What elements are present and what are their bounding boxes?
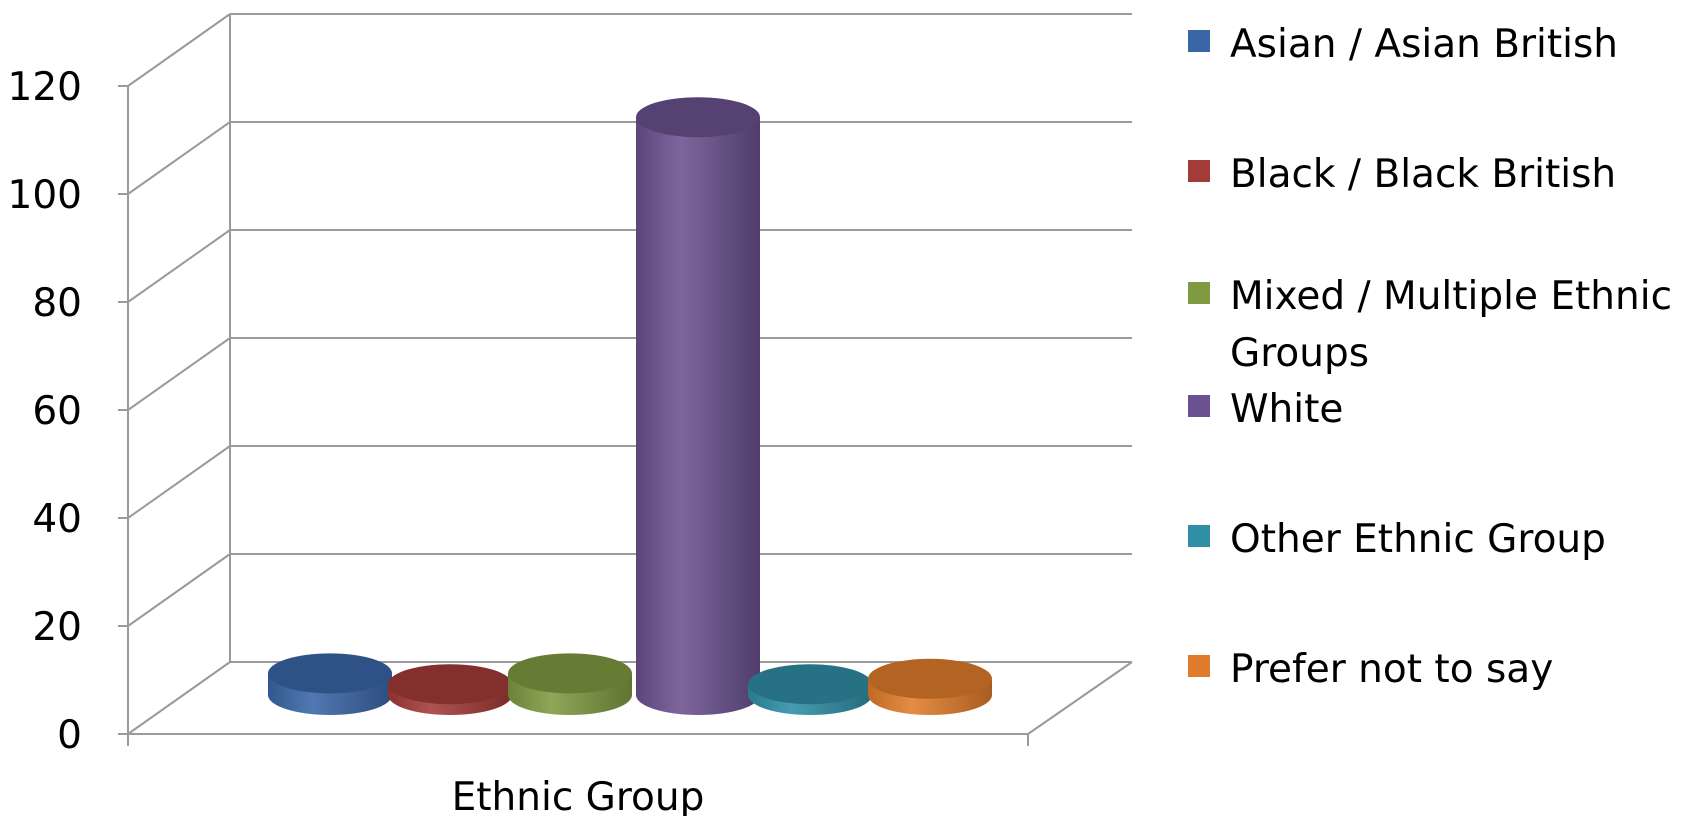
y-tick-label: 20 — [32, 605, 82, 650]
bar-series — [268, 97, 992, 715]
bar-top — [508, 653, 632, 694]
legend-swatch — [1188, 30, 1210, 52]
side-gridline — [127, 553, 231, 627]
side-gridline — [127, 337, 231, 411]
side-gridline — [127, 121, 231, 195]
bar-top — [268, 653, 392, 694]
bar-body — [636, 117, 760, 715]
bar-asian-asian-british — [268, 653, 392, 715]
bar-mixed-multiple-ethnic-groups — [508, 653, 632, 715]
legend-swatch — [1188, 525, 1210, 547]
x-axis-label: Ethnic Group — [452, 775, 705, 816]
legend-label: Other Ethnic Group — [1230, 517, 1606, 562]
legend-swatch — [1188, 282, 1210, 304]
bar-top — [748, 664, 872, 705]
y-tick-label: 40 — [32, 497, 82, 542]
legend-label: Prefer not to say — [1230, 647, 1554, 692]
y-tick-label: 60 — [32, 389, 82, 434]
bar-black-black-british — [388, 664, 512, 715]
y-tick-label: 0 — [57, 713, 82, 758]
y-tick-label: 80 — [32, 281, 82, 326]
y-axis-ticks: 0 20 40 60 80 100 120 — [8, 65, 128, 758]
side-gridline — [127, 229, 231, 303]
y-tick-label: 100 — [8, 173, 82, 218]
side-gridline — [127, 661, 231, 735]
bar-white — [636, 97, 760, 715]
bar-other-ethnic-group — [748, 664, 872, 715]
legend-swatch — [1188, 395, 1210, 417]
side-gridline — [127, 13, 231, 87]
y-tick-label: 120 — [8, 65, 82, 110]
floor-edge — [1027, 661, 1133, 735]
legend-label: Mixed / Multiple Ethnic Groups — [1230, 274, 1673, 376]
legend-swatch — [1188, 655, 1210, 677]
bar-top — [868, 658, 992, 699]
legend-label: White — [1230, 387, 1344, 432]
bar-top — [636, 97, 760, 138]
chart-walls — [127, 13, 1133, 746]
legend-label: Black / Black British — [1230, 152, 1617, 197]
side-gridline — [127, 445, 231, 519]
legend-swatch — [1188, 160, 1210, 182]
bar-prefer-not-to-say — [868, 658, 992, 715]
bar-top — [388, 664, 512, 705]
legend-label: Asian / Asian British — [1230, 22, 1619, 67]
